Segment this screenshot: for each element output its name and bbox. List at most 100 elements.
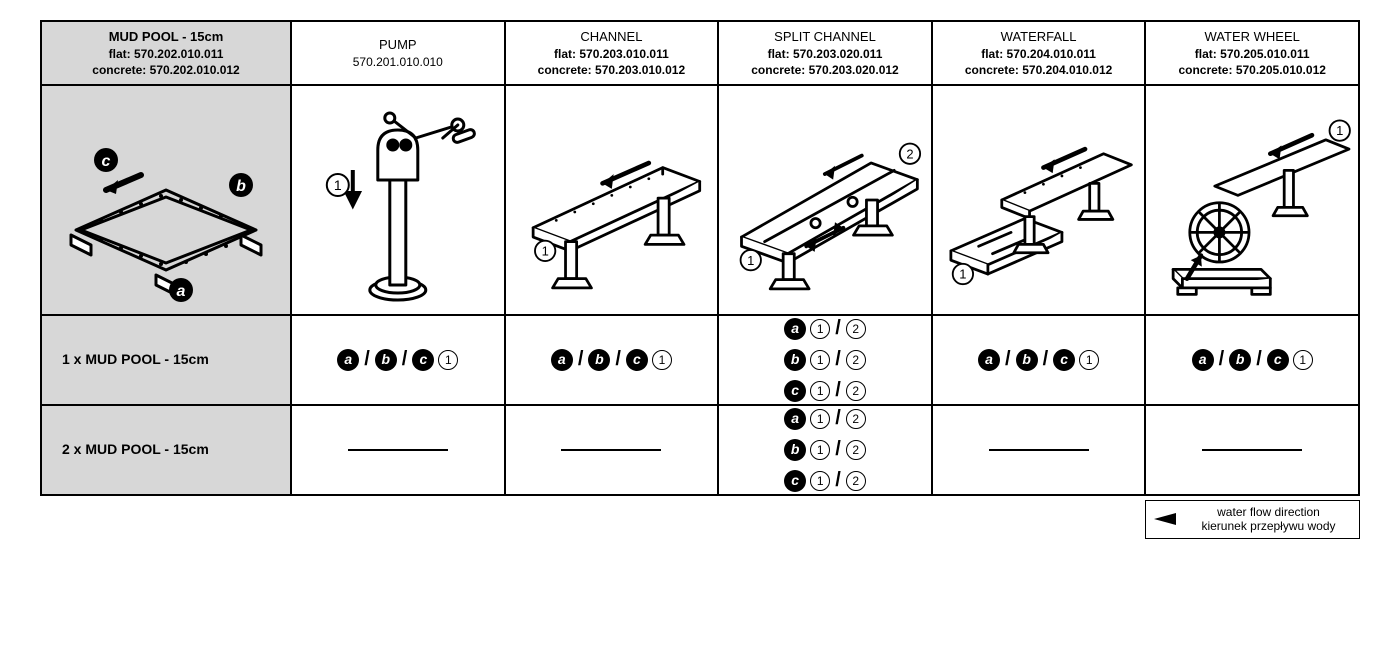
badge-b: b bbox=[1229, 349, 1251, 371]
combo-line: c 1/ 2 bbox=[784, 467, 866, 494]
header-flat: flat: 570.202.010.011 bbox=[109, 46, 224, 62]
combo-split-2x: a 1/ 2 b 1/ 2 c 1/ 2 bbox=[718, 405, 932, 495]
combo-line: b 1/ 2 bbox=[784, 346, 866, 373]
header-flat: flat: 570.203.010.011 bbox=[554, 46, 669, 62]
header-channel: CHANNEL flat: 570.203.010.011 concrete: … bbox=[505, 21, 719, 85]
badge-2: 2 bbox=[846, 350, 866, 370]
badge-2: 2 bbox=[846, 319, 866, 339]
drawing-pump: 1 bbox=[291, 85, 505, 315]
dash-icon bbox=[348, 449, 448, 451]
badge-b: b bbox=[784, 439, 806, 461]
badge-b: b bbox=[375, 349, 397, 371]
combo-line: a/ b/ c 1 bbox=[551, 346, 672, 373]
badge-2: 2 bbox=[846, 381, 866, 401]
combo-channel-1x: a/ b/ c 1 bbox=[505, 315, 719, 405]
svg-text:1: 1 bbox=[959, 267, 966, 282]
combo-pump-1x: a/ b/ c 1 bbox=[291, 315, 505, 405]
legend-text: water flow direction kierunek przepływu … bbox=[1186, 505, 1351, 534]
header-concrete: concrete: 570.202.010.012 bbox=[92, 62, 239, 78]
dash-icon bbox=[561, 449, 661, 451]
badge-1: 1 bbox=[438, 350, 458, 370]
badge-1: 1 bbox=[652, 350, 672, 370]
header-title: PUMP bbox=[379, 36, 417, 54]
dash-icon bbox=[1202, 449, 1302, 451]
header-wheel: WATER WHEEL flat: 570.205.010.011 concre… bbox=[1145, 21, 1359, 85]
header-concrete: concrete: 570.203.010.012 bbox=[538, 62, 685, 78]
svg-text:1: 1 bbox=[334, 177, 342, 193]
badge-a: a bbox=[784, 408, 806, 430]
header-title: SPLIT CHANNEL bbox=[774, 28, 876, 46]
header-mudpool: MUD POOL - 15cm flat: 570.202.010.011 co… bbox=[41, 21, 291, 85]
header-waterfall: WATERFALL flat: 570.204.010.011 concrete… bbox=[932, 21, 1146, 85]
arrow-left-icon bbox=[1154, 513, 1176, 525]
combo-waterfall-1x: a/ b/ c 1 bbox=[932, 315, 1146, 405]
combo-line: a/ b/ c 1 bbox=[1192, 346, 1313, 373]
header-concrete: concrete: 570.203.020.012 bbox=[751, 62, 898, 78]
badge-b: b bbox=[784, 349, 806, 371]
drawing-wheel: 1 bbox=[1145, 85, 1359, 315]
badge-2: 2 bbox=[846, 409, 866, 429]
header-flat: flat: 570.203.020.011 bbox=[768, 46, 883, 62]
header-concrete: concrete: 570.204.010.012 bbox=[965, 62, 1112, 78]
svg-text:1: 1 bbox=[541, 243, 548, 258]
badge-a: a bbox=[1192, 349, 1214, 371]
header-pump: PUMP 570.201.010.010 bbox=[291, 21, 505, 85]
svg-text:a: a bbox=[177, 283, 186, 300]
drawing-channel: 1 bbox=[505, 85, 719, 315]
combo-line: c 1/ 2 bbox=[784, 377, 866, 404]
row-1x-label: 1 x MUD POOL - 15cm bbox=[41, 315, 291, 405]
combo-channel-2x bbox=[505, 405, 719, 495]
badge-a: a bbox=[978, 349, 1000, 371]
svg-text:b: b bbox=[236, 178, 246, 195]
svg-text:1: 1 bbox=[1337, 123, 1344, 138]
badge-1: 1 bbox=[810, 319, 830, 339]
combo-line: a 1/ 2 bbox=[784, 405, 866, 432]
row-2x-label: 2 x MUD POOL - 15cm bbox=[41, 405, 291, 495]
badge-b: b bbox=[588, 349, 610, 371]
badge-c: c bbox=[1267, 349, 1289, 371]
badge-b: b bbox=[1016, 349, 1038, 371]
drawing-waterfall: 1 bbox=[932, 85, 1146, 315]
badge-2: 2 bbox=[846, 440, 866, 460]
badge-a: a bbox=[784, 318, 806, 340]
svg-text:2: 2 bbox=[907, 146, 914, 161]
badge-c: c bbox=[784, 380, 806, 402]
header-concrete: concrete: 570.205.010.012 bbox=[1178, 62, 1325, 78]
combo-line: a 1/ 2 bbox=[784, 315, 866, 342]
combo-line: a/ b/ c 1 bbox=[337, 346, 458, 373]
badge-1: 1 bbox=[810, 440, 830, 460]
badge-a: a bbox=[551, 349, 573, 371]
svg-text:c: c bbox=[102, 153, 111, 170]
combo-waterfall-2x bbox=[932, 405, 1146, 495]
header-code: 570.201.010.010 bbox=[353, 54, 443, 70]
header-title: WATER WHEEL bbox=[1205, 28, 1300, 46]
badge-1: 1 bbox=[810, 381, 830, 401]
badge-1: 1 bbox=[810, 409, 830, 429]
badge-c: c bbox=[412, 349, 434, 371]
svg-text:1: 1 bbox=[747, 253, 754, 268]
drawing-mudpool: c b a bbox=[41, 85, 291, 315]
compatibility-table: MUD POOL - 15cm flat: 570.202.010.011 co… bbox=[40, 20, 1360, 496]
combo-wheel-1x: a/ b/ c 1 bbox=[1145, 315, 1359, 405]
badge-c: c bbox=[784, 470, 806, 492]
combo-split-1x: a 1/ 2 b 1/ 2 c 1/ 2 bbox=[718, 315, 932, 405]
drawing-split: 1 2 bbox=[718, 85, 932, 315]
header-flat: flat: 570.205.010.011 bbox=[1195, 46, 1310, 62]
dash-icon bbox=[989, 449, 1089, 451]
header-title: CHANNEL bbox=[580, 28, 642, 46]
combo-line: a/ b/ c 1 bbox=[978, 346, 1099, 373]
header-title: MUD POOL - 15cm bbox=[109, 28, 224, 46]
badge-2: 2 bbox=[846, 471, 866, 491]
badge-a: a bbox=[337, 349, 359, 371]
badge-c: c bbox=[626, 349, 648, 371]
combo-line: b 1/ 2 bbox=[784, 436, 866, 463]
header-title: WATERFALL bbox=[1001, 28, 1077, 46]
header-split: SPLIT CHANNEL flat: 570.203.020.011 conc… bbox=[718, 21, 932, 85]
combo-pump-2x bbox=[291, 405, 505, 495]
badge-1: 1 bbox=[810, 350, 830, 370]
combo-wheel-2x bbox=[1145, 405, 1359, 495]
badge-1: 1 bbox=[1079, 350, 1099, 370]
legend-flow-direction: water flow direction kierunek przepływu … bbox=[1145, 500, 1360, 539]
badge-c: c bbox=[1053, 349, 1075, 371]
badge-1: 1 bbox=[1293, 350, 1313, 370]
